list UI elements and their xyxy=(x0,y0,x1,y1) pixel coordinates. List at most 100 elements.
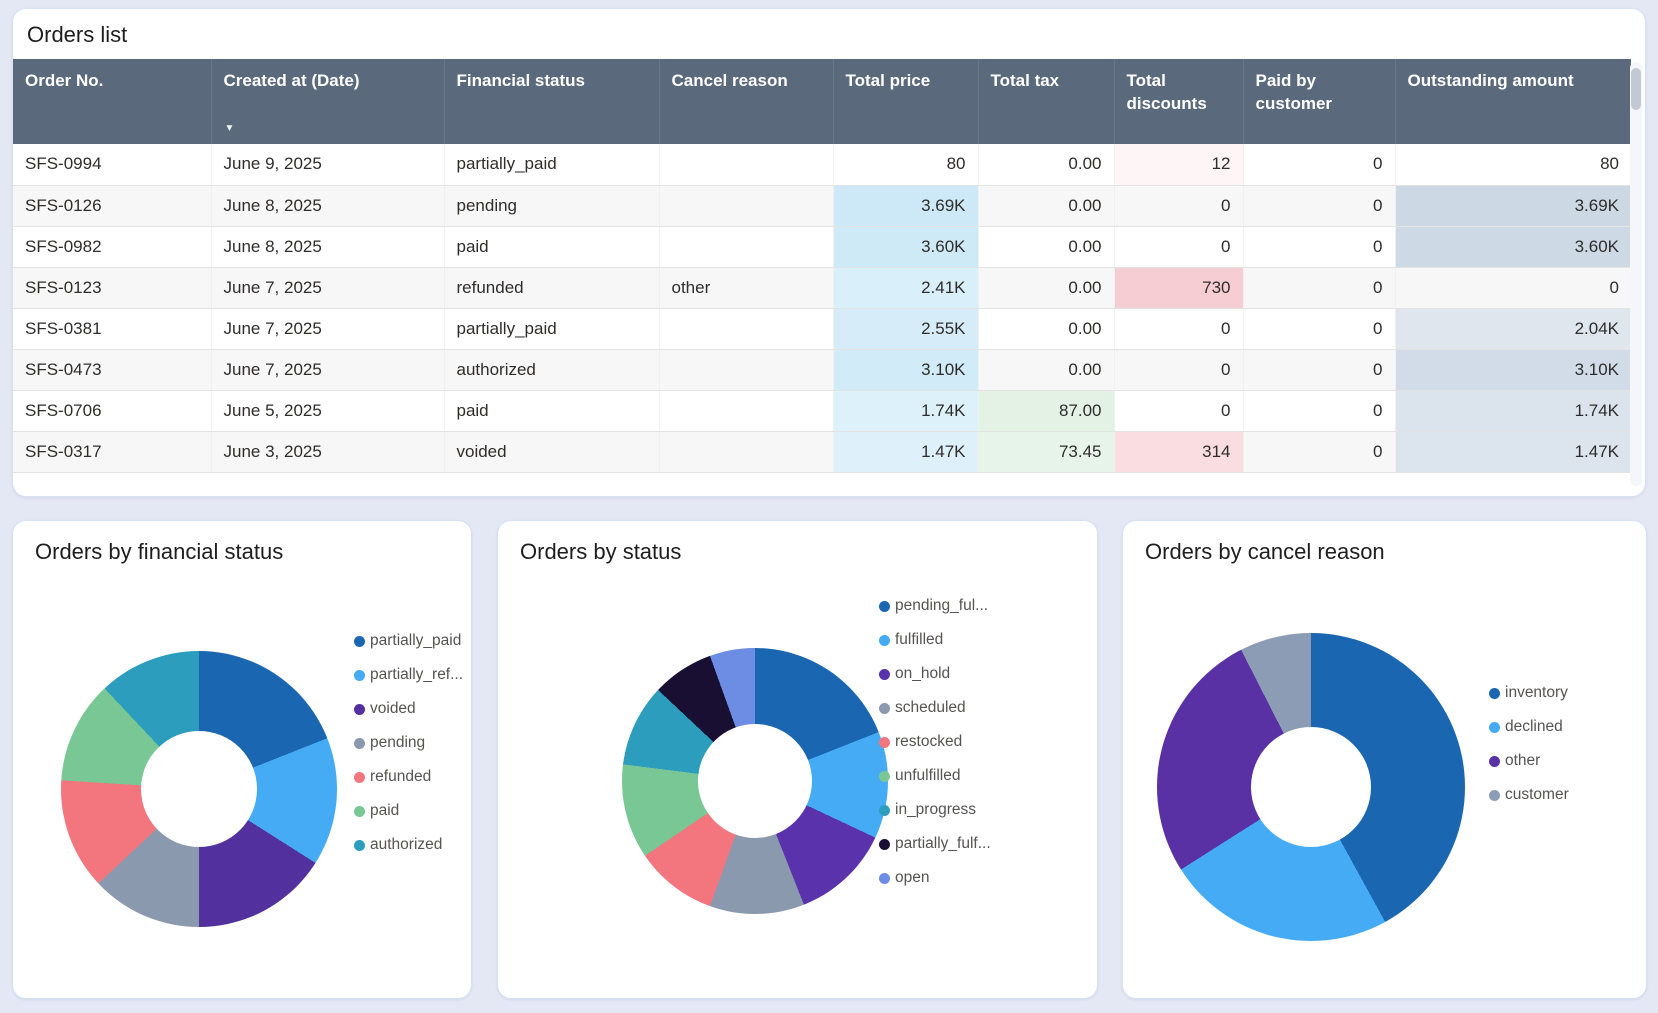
cell[interactable]: 0 xyxy=(1243,267,1395,308)
legend-item[interactable]: voided xyxy=(354,699,463,719)
cell[interactable]: refunded xyxy=(444,267,659,308)
cell[interactable]: 0 xyxy=(1114,390,1243,431)
cell[interactable] xyxy=(659,226,833,267)
cell[interactable]: SFS-0123 xyxy=(13,267,211,308)
legend-item[interactable]: partially_fulf... xyxy=(879,834,991,854)
cell[interactable]: 314 xyxy=(1114,431,1243,472)
cell[interactable]: SFS-0982 xyxy=(13,226,211,267)
cell[interactable]: 2.04K xyxy=(1395,308,1631,349)
cell[interactable]: 0 xyxy=(1114,185,1243,226)
table-row[interactable]: SFS-0317June 3, 2025voided1.47K73.453140… xyxy=(13,431,1631,472)
legend-item[interactable]: paid xyxy=(354,801,463,821)
cell[interactable]: 0 xyxy=(1114,349,1243,390)
cell[interactable]: paid xyxy=(444,226,659,267)
cell[interactable]: 730 xyxy=(1114,267,1243,308)
cell[interactable] xyxy=(659,349,833,390)
cell[interactable]: June 3, 2025 xyxy=(211,431,444,472)
cell[interactable]: 12 xyxy=(1114,144,1243,185)
cell[interactable]: 0 xyxy=(1395,267,1631,308)
legend-item[interactable]: declined xyxy=(1489,717,1569,737)
cell[interactable]: 1.47K xyxy=(833,431,978,472)
cell[interactable]: SFS-0994 xyxy=(13,144,211,185)
legend-item[interactable]: inventory xyxy=(1489,683,1569,703)
cell[interactable]: 3.10K xyxy=(833,349,978,390)
scrollbar-thumb[interactable] xyxy=(1631,68,1641,110)
cell[interactable]: 0.00 xyxy=(978,349,1114,390)
column-header[interactable]: Order No. xyxy=(13,59,211,144)
cell[interactable]: 3.69K xyxy=(833,185,978,226)
column-header[interactable]: Outstanding amount xyxy=(1395,59,1631,144)
table-row[interactable]: SFS-0123June 7, 2025refundedother2.41K0.… xyxy=(13,267,1631,308)
cell[interactable]: authorized xyxy=(444,349,659,390)
cell[interactable]: voided xyxy=(444,431,659,472)
table-row[interactable]: SFS-0126June 8, 2025pending3.69K0.00003.… xyxy=(13,185,1631,226)
donut-chart[interactable] xyxy=(622,648,888,914)
cell[interactable]: SFS-0317 xyxy=(13,431,211,472)
table-row[interactable]: SFS-0381June 7, 2025partially_paid2.55K0… xyxy=(13,308,1631,349)
cell[interactable]: paid xyxy=(444,390,659,431)
column-header[interactable]: Financial status xyxy=(444,59,659,144)
cell[interactable]: 3.60K xyxy=(1395,226,1631,267)
legend-item[interactable]: pending_ful... xyxy=(879,596,991,616)
cell[interactable]: June 8, 2025 xyxy=(211,226,444,267)
table-row[interactable]: SFS-0982June 8, 2025paid3.60K0.00003.60K xyxy=(13,226,1631,267)
cell[interactable]: SFS-0473 xyxy=(13,349,211,390)
cell[interactable]: SFS-0381 xyxy=(13,308,211,349)
cell[interactable]: 0 xyxy=(1243,144,1395,185)
donut-chart[interactable] xyxy=(1157,633,1465,941)
cell[interactable]: 0 xyxy=(1243,349,1395,390)
legend-item[interactable]: authorized xyxy=(354,835,463,855)
table-row[interactable]: SFS-0994June 9, 2025partially_paid800.00… xyxy=(13,144,1631,185)
legend-item[interactable]: customer xyxy=(1489,785,1569,805)
column-header[interactable]: Total discounts xyxy=(1114,59,1243,144)
cell[interactable]: partially_paid xyxy=(444,308,659,349)
legend-item[interactable]: restocked xyxy=(879,732,991,752)
table-vertical-scrollbar[interactable] xyxy=(1630,62,1642,486)
cell[interactable]: 0.00 xyxy=(978,185,1114,226)
cell[interactable]: June 8, 2025 xyxy=(211,185,444,226)
column-header[interactable]: Total tax xyxy=(978,59,1114,144)
donut-chart[interactable] xyxy=(61,651,337,927)
cell[interactable]: 3.60K xyxy=(833,226,978,267)
legend-item[interactable]: open xyxy=(879,868,991,888)
cell[interactable]: 0 xyxy=(1243,308,1395,349)
cell[interactable]: 73.45 xyxy=(978,431,1114,472)
cell[interactable]: 0.00 xyxy=(978,267,1114,308)
legend-item[interactable]: scheduled xyxy=(879,698,991,718)
legend-item[interactable]: partially_paid xyxy=(354,631,463,651)
cell[interactable]: 1.74K xyxy=(1395,390,1631,431)
cell[interactable]: 80 xyxy=(833,144,978,185)
cell[interactable]: partially_paid xyxy=(444,144,659,185)
legend-item[interactable]: pending xyxy=(354,733,463,753)
cell[interactable]: June 7, 2025 xyxy=(211,267,444,308)
cell[interactable]: 87.00 xyxy=(978,390,1114,431)
cell[interactable]: 0.00 xyxy=(978,144,1114,185)
cell[interactable]: 0 xyxy=(1114,226,1243,267)
cell[interactable] xyxy=(659,431,833,472)
legend-item[interactable]: on_hold xyxy=(879,664,991,684)
legend-item[interactable]: in_progress xyxy=(879,800,991,820)
cell[interactable]: 2.55K xyxy=(833,308,978,349)
cell[interactable]: 3.69K xyxy=(1395,185,1631,226)
column-header[interactable]: Cancel reason xyxy=(659,59,833,144)
cell[interactable]: pending xyxy=(444,185,659,226)
table-row[interactable]: SFS-0473June 7, 2025authorized3.10K0.000… xyxy=(13,349,1631,390)
cell[interactable] xyxy=(659,144,833,185)
cell[interactable] xyxy=(659,185,833,226)
cell[interactable]: 0.00 xyxy=(978,226,1114,267)
legend-item[interactable]: fulfilled xyxy=(879,630,991,650)
cell[interactable]: 80 xyxy=(1395,144,1631,185)
cell[interactable]: 1.74K xyxy=(833,390,978,431)
cell[interactable]: 2.41K xyxy=(833,267,978,308)
cell[interactable]: SFS-0126 xyxy=(13,185,211,226)
cell[interactable]: SFS-0706 xyxy=(13,390,211,431)
cell[interactable]: June 7, 2025 xyxy=(211,349,444,390)
cell[interactable]: 0.00 xyxy=(978,308,1114,349)
cell[interactable]: June 5, 2025 xyxy=(211,390,444,431)
cell[interactable] xyxy=(659,308,833,349)
cell[interactable]: June 9, 2025 xyxy=(211,144,444,185)
cell[interactable] xyxy=(659,390,833,431)
cell[interactable]: 3.10K xyxy=(1395,349,1631,390)
column-header[interactable]: Paid by customer xyxy=(1243,59,1395,144)
cell[interactable]: 0 xyxy=(1243,390,1395,431)
